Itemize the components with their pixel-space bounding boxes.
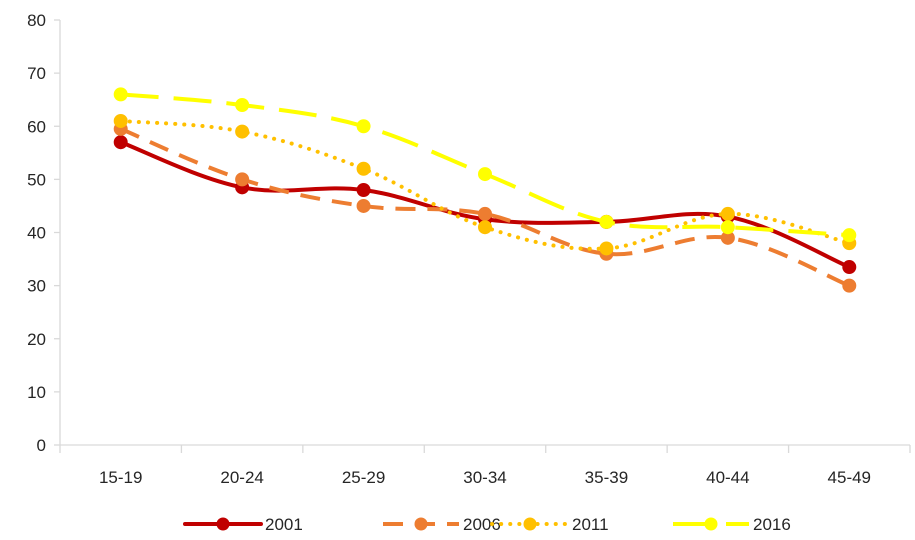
series-2001 [113, 135, 857, 275]
y-tick-label: 40 [27, 224, 46, 243]
data-point-2011-15-19 [113, 113, 128, 128]
x-tick-label: 15-19 [99, 468, 142, 487]
legend-item-2006: 2006 [383, 515, 501, 534]
x-tick-label: 25-29 [342, 468, 385, 487]
y-tick-label: 60 [27, 117, 46, 136]
legend-label: 2001 [265, 515, 303, 534]
series-2006 [113, 121, 857, 293]
data-point-2011-20-24 [235, 124, 250, 139]
y-tick-label: 50 [27, 170, 46, 189]
legend-swatch-marker [414, 517, 428, 531]
series-lines [113, 87, 857, 293]
series-2016 [113, 87, 857, 243]
data-point-2016-30-34 [478, 167, 492, 182]
y-tick-label: 70 [27, 64, 46, 83]
x-tick-label: 35-39 [585, 468, 628, 487]
legend-item-2011: 2011 [490, 515, 609, 534]
series-line-2001 [118, 140, 852, 270]
x-tick-label: 40-44 [706, 468, 749, 487]
data-point-2011-25-29 [356, 161, 371, 176]
data-point-2011-40-44 [720, 206, 735, 221]
legend-swatch-marker [704, 517, 718, 531]
y-tick-label: 20 [27, 330, 46, 349]
data-point-2011-30-34 [478, 220, 492, 235]
legend-item-2016: 2016 [673, 515, 791, 534]
y-tick-label: 10 [27, 383, 46, 402]
x-tick-label: 30-34 [463, 468, 506, 487]
data-point-2016-15-19 [113, 87, 128, 102]
data-point-2011-35-39 [599, 241, 614, 256]
data-point-2006-25-29 [356, 198, 371, 213]
x-tick-label: 20-24 [220, 468, 263, 487]
data-point-2016-25-29 [356, 119, 371, 134]
series-2011 [113, 113, 857, 256]
x-axis: 15-19 20-24 25-29 30-34 35-39 40-44 45-49 [59, 444, 911, 487]
data-point-2001-15-19 [113, 135, 128, 150]
data-point-2006-20-24 [235, 172, 250, 187]
data-point-2016-35-39 [599, 214, 614, 229]
legend-label: 2016 [753, 515, 791, 534]
y-axis: 0 10 20 30 40 50 60 70 80 [27, 11, 61, 455]
legend: 2001 2006 2011 2016 [183, 515, 791, 534]
legend-item-2001: 2001 [183, 515, 303, 534]
legend-swatch-marker [216, 517, 230, 531]
y-tick-label: 30 [27, 277, 46, 296]
x-tick-label: 45-49 [828, 468, 871, 487]
data-point-2006-30-34 [478, 206, 492, 221]
data-point-2016-20-24 [235, 98, 250, 112]
data-point-2016-45-49 [842, 228, 857, 243]
y-tick-label: 0 [37, 436, 46, 455]
legend-label: 2006 [463, 515, 501, 534]
legend-label: 2011 [572, 515, 609, 534]
data-point-2006-45-49 [842, 278, 857, 293]
legend-swatch-marker [523, 517, 537, 531]
data-point-2001-45-49 [842, 260, 857, 275]
data-point-2001-25-29 [356, 183, 371, 197]
y-tick-label: 80 [27, 11, 46, 30]
data-point-2016-40-44 [720, 220, 735, 235]
